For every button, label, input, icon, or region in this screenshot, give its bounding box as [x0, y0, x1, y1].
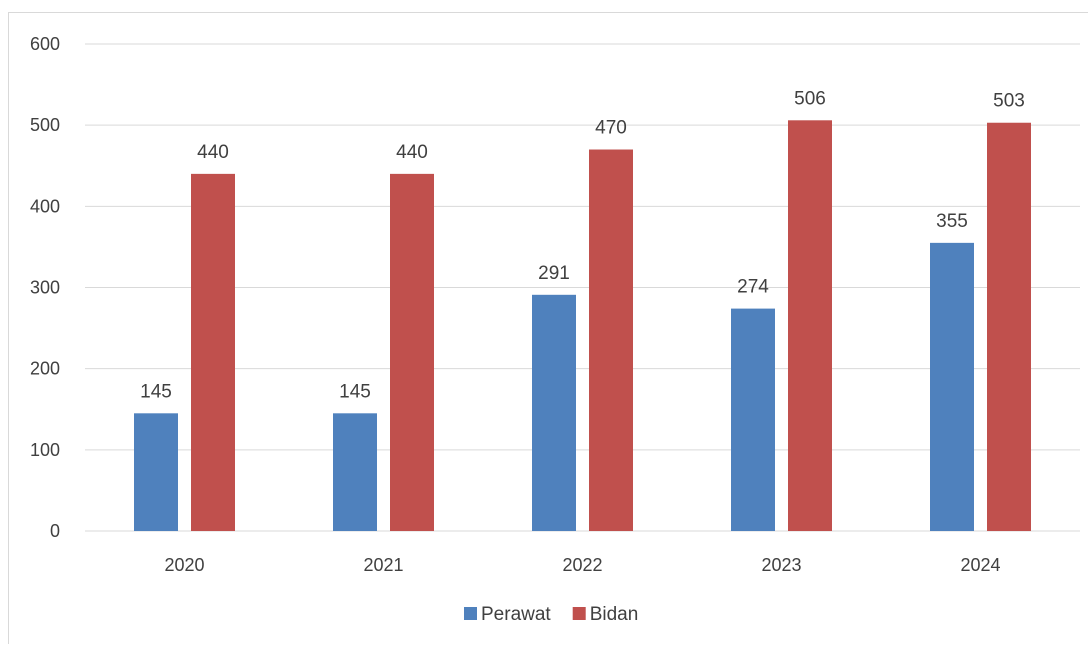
data-label: 145	[140, 381, 172, 402]
x-tick-label: 2022	[562, 555, 602, 575]
y-tick-label: 100	[30, 440, 60, 460]
legend-label-bidan: Bidan	[590, 604, 639, 625]
bar-bidan-2021	[390, 173, 434, 531]
y-tick-label: 200	[30, 359, 60, 379]
data-label: 291	[538, 263, 570, 284]
x-tick-label: 2023	[761, 555, 801, 575]
bar-bidan-2024	[987, 122, 1031, 532]
data-label: 145	[339, 381, 371, 402]
bar-perawat-2020	[134, 413, 178, 531]
data-label: 274	[737, 277, 769, 298]
bar-perawat-2024	[930, 242, 974, 531]
x-tick-label: 2024	[960, 555, 1000, 575]
chart-area	[8, 12, 1088, 644]
bar-bidan-2022	[589, 149, 633, 531]
x-tick-label: 2020	[164, 555, 204, 575]
data-label: 355	[936, 211, 968, 232]
legend-swatch-perawat	[464, 607, 477, 620]
legend-swatch-bidan	[572, 607, 586, 620]
bar-perawat-2023	[731, 308, 775, 531]
data-label: 440	[396, 142, 428, 163]
bar-bidan-2020	[191, 173, 235, 531]
legend-label-perawat: Perawat	[481, 604, 551, 625]
bar-perawat-2022	[532, 294, 576, 531]
y-tick-label: 500	[30, 115, 60, 135]
data-label: 503	[993, 91, 1025, 112]
bar-bidan-2023	[788, 120, 832, 532]
bar-perawat-2021	[333, 413, 377, 531]
data-label: 470	[595, 118, 627, 139]
y-tick-label: 600	[30, 34, 60, 54]
x-tick-label: 2021	[363, 555, 403, 575]
y-tick-label: 0	[50, 521, 60, 541]
y-tick-label: 300	[30, 278, 60, 298]
y-tick-label: 400	[30, 196, 60, 216]
data-label: 440	[197, 142, 229, 163]
data-label: 506	[794, 88, 826, 109]
